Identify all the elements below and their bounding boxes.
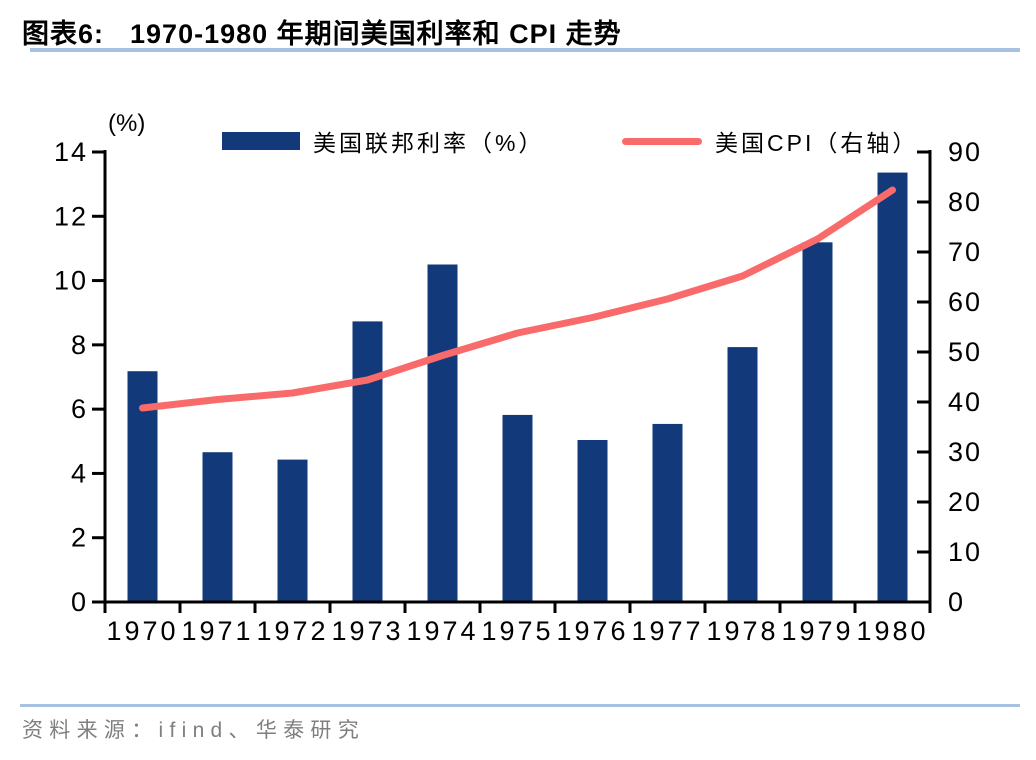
x-axis-label-1977: 1977 [631, 616, 703, 646]
legend-item-fed-rate: 美国联邦利率（%） [222, 129, 544, 156]
bar-1976 [577, 440, 608, 602]
right-axis-label-40: 40 [948, 387, 982, 417]
right-axis-label-90: 90 [948, 137, 982, 167]
x-axis-label-1980: 1980 [856, 616, 928, 646]
right-axis-label-60: 60 [948, 287, 982, 317]
x-axis-label-1972: 1972 [256, 616, 328, 646]
title-divider [30, 48, 1020, 52]
line-series-swatch [622, 137, 702, 145]
left-axis-label-2: 2 [71, 523, 88, 553]
x-axis-label-1978: 1978 [706, 616, 778, 646]
footer-divider [20, 704, 1020, 707]
right-axis-label-30: 30 [948, 437, 982, 467]
left-axis-label-6: 6 [71, 394, 88, 424]
bar-1978 [727, 347, 758, 602]
right-axis-label-0: 0 [948, 587, 965, 617]
x-axis-label-1971: 1971 [181, 616, 253, 646]
bar-1973 [352, 321, 383, 602]
legend-label-cpi: 美国CPI（右轴） [715, 130, 919, 156]
chart-title-text: 1970-1980 年期间美国利率和 CPI 走势 [130, 19, 622, 49]
x-axis-label-1974: 1974 [406, 616, 478, 646]
left-axis-label-8: 8 [71, 330, 88, 360]
legend-label-fed-rate: 美国联邦利率（%） [313, 130, 545, 156]
x-axis-label-1979: 1979 [781, 616, 853, 646]
left-axis-label-0: 0 [71, 587, 88, 617]
chart-title-label: 图表6: [22, 19, 105, 49]
x-axis-label-1970: 1970 [106, 616, 178, 646]
right-axis-label-50: 50 [948, 337, 982, 367]
cpi-line [139, 186, 896, 412]
right-axis-label-10: 10 [948, 537, 982, 567]
bar-1974 [427, 264, 458, 602]
legend-item-cpi: 美国CPI（右轴） [622, 129, 918, 156]
left-axis-label-4: 4 [71, 458, 88, 488]
bar-series-swatch [222, 132, 300, 150]
x-axis-label-1975: 1975 [481, 616, 553, 646]
left-axis-unit-label: (%) [108, 110, 146, 137]
bar-1975 [502, 414, 533, 602]
right-axis-label-20: 20 [948, 487, 982, 517]
source-note: 资料来源：ifind、华泰研究 [22, 719, 366, 742]
right-axis-label-70: 70 [948, 237, 982, 267]
left-axis-label-12: 12 [54, 201, 88, 231]
bar-1977 [652, 423, 683, 602]
bar-1979 [802, 242, 833, 603]
bar-1971 [202, 452, 233, 602]
left-axis-label-10: 10 [54, 266, 88, 296]
x-axis-label-1976: 1976 [556, 616, 628, 646]
x-axis-label-1973: 1973 [331, 616, 403, 646]
bar-1980 [877, 172, 908, 603]
right-axis-label-80: 80 [948, 187, 982, 217]
chart-title: 图表6: 1970-1980 年期间美国利率和 CPI 走势 [22, 12, 622, 51]
bar-1972 [277, 459, 308, 602]
left-axis-label-14: 14 [54, 137, 88, 167]
